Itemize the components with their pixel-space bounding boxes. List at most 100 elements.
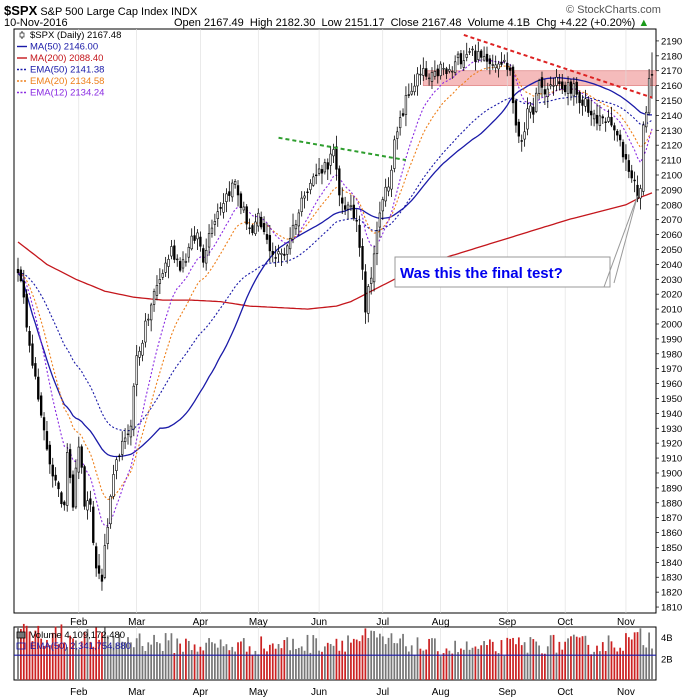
candle-body	[624, 154, 628, 160]
volume-bar	[344, 651, 347, 680]
candle-body	[410, 90, 413, 95]
candle-body	[535, 92, 538, 112]
volume-bar	[329, 644, 332, 680]
candle-body	[265, 234, 269, 240]
legend-label: EMA(20) 2134.58	[30, 76, 104, 87]
volume-bar	[268, 644, 271, 680]
candle-body	[150, 304, 153, 321]
volume-bar	[75, 640, 77, 680]
volume-bar	[20, 629, 22, 680]
volume-bar	[167, 640, 170, 680]
candle-body	[477, 51, 480, 60]
volume-bar	[335, 638, 338, 680]
volume-bar	[161, 650, 164, 680]
x-tick-label-volume: Apr	[193, 687, 209, 698]
x-tick-label: Sep	[498, 617, 516, 628]
candle-body	[517, 121, 520, 137]
volume-bar	[147, 642, 150, 680]
candle-body	[448, 69, 451, 72]
volume-value: 4.1B	[507, 17, 531, 29]
y-tick-label: 2100	[661, 171, 682, 182]
volume-bar	[222, 646, 225, 680]
candle-body	[491, 64, 494, 66]
candle-body	[384, 186, 387, 202]
volume-bar	[347, 635, 349, 680]
legend-label: EMA(50) 2141.38	[30, 65, 104, 76]
candle-body	[274, 257, 277, 259]
volume-bar	[410, 645, 413, 680]
candle-body	[511, 66, 515, 104]
chg-up-arrow-icon: ▲	[638, 17, 650, 29]
volume-bar	[616, 651, 619, 680]
volume-bar	[428, 638, 430, 680]
candle-body	[613, 125, 616, 131]
candle-body	[48, 444, 52, 465]
y-tick-label: 2140	[661, 111, 682, 122]
callout-pointer	[613, 195, 639, 284]
candle-body	[51, 464, 54, 477]
candle-body	[271, 251, 274, 255]
candle-body	[132, 385, 135, 430]
volume-bar	[651, 648, 653, 680]
volume-bar	[234, 651, 236, 680]
candle-body	[422, 68, 425, 76]
volume-bar	[471, 647, 474, 680]
candle-body	[555, 76, 558, 86]
candle-body	[306, 191, 309, 194]
volume-bar	[63, 642, 66, 680]
candle-body	[31, 343, 34, 366]
candle-body	[381, 199, 384, 212]
candle-body	[604, 121, 607, 123]
candle-body	[436, 68, 439, 77]
volume-bar	[289, 650, 291, 680]
volume-bar	[544, 653, 546, 680]
volume-bar	[309, 652, 312, 680]
volume-bar	[118, 633, 121, 680]
volume-bar	[402, 633, 404, 680]
volume-bar	[572, 634, 575, 680]
volume-bar	[642, 645, 645, 680]
volume-bar	[130, 642, 132, 680]
candle-body	[323, 162, 327, 173]
y-tick-label: 1940	[661, 409, 682, 420]
volume-bar	[127, 637, 129, 680]
volume-bar	[242, 638, 245, 680]
volume-bar	[497, 653, 500, 680]
volume-bar	[552, 634, 555, 680]
volume-bar	[72, 638, 74, 680]
candle-body	[288, 238, 292, 250]
candle-body	[262, 223, 266, 233]
volume-bar	[286, 637, 289, 680]
candle-body	[202, 248, 205, 263]
candle-body	[236, 185, 240, 196]
volume-bar	[187, 640, 190, 680]
volume-bar	[22, 623, 25, 680]
x-tick-label: Feb	[70, 617, 88, 628]
candle-body	[283, 253, 286, 256]
candle-body	[100, 574, 104, 582]
y-tick-label: 2000	[661, 319, 682, 330]
candle-body	[190, 235, 193, 250]
candle-body	[529, 105, 532, 113]
candle-body	[233, 181, 237, 185]
open-label: Open	[174, 17, 201, 29]
candle-body	[338, 168, 341, 196]
candle-body	[210, 227, 214, 234]
candle-body	[22, 280, 25, 298]
candle-body	[456, 53, 460, 59]
volume-bar	[627, 637, 630, 680]
volume-bar	[604, 651, 607, 680]
x-tick-label-volume: Nov	[617, 687, 635, 698]
candle-body	[650, 74, 654, 76]
volume-bar	[83, 631, 86, 680]
candle-body	[387, 186, 390, 192]
y-tick-label: 1810	[661, 603, 682, 614]
volume-bar	[468, 649, 471, 680]
volume-bar	[622, 650, 624, 680]
candle-body	[294, 224, 298, 230]
candle-body	[167, 258, 170, 267]
volume-bar	[138, 633, 141, 680]
candle-body	[57, 482, 60, 490]
candle-body	[231, 182, 234, 198]
candle-body	[358, 224, 361, 248]
